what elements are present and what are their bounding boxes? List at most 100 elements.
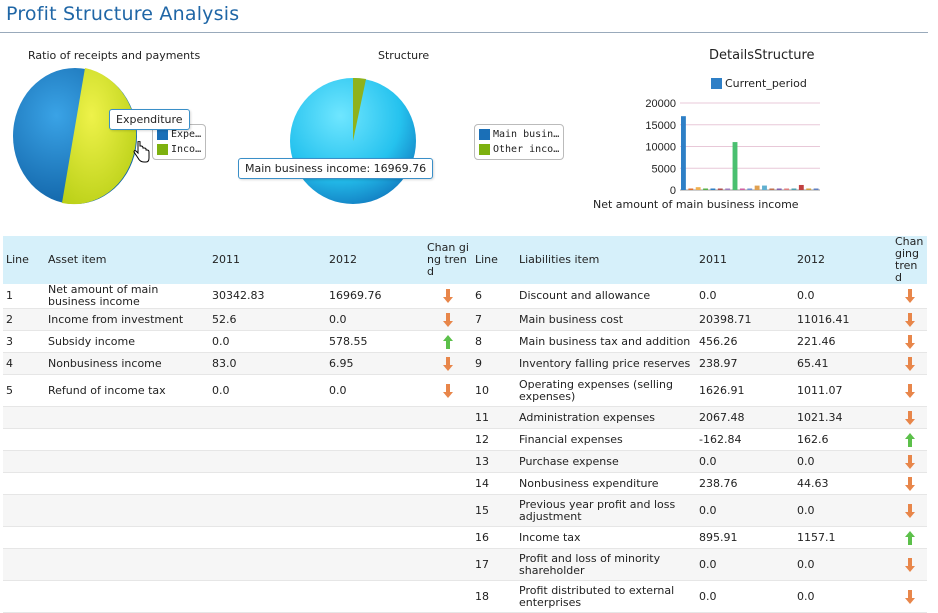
table-row[interactable]: 4 Nonbusiness income 83.0 6.95 9 Inventory fa… (3, 352, 927, 375)
table-row[interactable]: 18 Profit distributed to external enterpr… (3, 580, 927, 613)
col-2011[interactable]: 2011 (209, 236, 326, 284)
table-row[interactable]: 2 Income from investment 52.6 0.0 7 Main busi… (3, 308, 927, 331)
trend-cell (892, 330, 927, 353)
bar[interactable] (798, 184, 804, 190)
bar[interactable] (791, 188, 797, 191)
bar[interactable] (769, 188, 775, 191)
legend-label[interactable]: Main busin… (493, 129, 560, 140)
liabilities-item-cell: Income tax (516, 526, 696, 549)
expenditure-swatch (157, 129, 168, 140)
trend-up-icon (443, 334, 453, 349)
col-liabilities-item[interactable]: Liabilities item (516, 236, 696, 284)
trend-cell (424, 352, 472, 375)
value-2012-cell: 1157.1 (794, 526, 892, 549)
legend-label[interactable]: Expe… (171, 129, 202, 140)
asset-item-cell (45, 406, 209, 429)
trend-cell (892, 472, 927, 495)
bar[interactable] (710, 188, 716, 191)
value-2012-cell: 44.63 (794, 472, 892, 495)
value-2011-cell: 0.0 (209, 374, 326, 407)
bar[interactable] (681, 116, 686, 190)
col-trend-2[interactable]: Chan ging trend (892, 236, 927, 284)
y-tick-label: 0 (670, 185, 676, 197)
value-2012-cell: 0.0 (326, 374, 424, 407)
trend-cell (892, 428, 927, 451)
liabilities-item-cell: Administration expenses (516, 406, 696, 429)
bar-legend[interactable]: Current_period (711, 77, 807, 90)
bar[interactable] (717, 188, 723, 191)
col-2012[interactable]: 2012 (326, 236, 424, 284)
bar[interactable] (784, 188, 790, 191)
col-asset-item[interactable]: Asset item (45, 236, 209, 284)
col-trend[interactable]: Chan ging trend (424, 236, 472, 284)
structure-pie-chart[interactable] (288, 76, 418, 206)
trend-cell (424, 548, 472, 581)
trend-cell (424, 308, 472, 331)
value-2012-cell: 0.0 (794, 450, 892, 473)
trend-cell (424, 450, 472, 473)
trend-cell (892, 526, 927, 549)
col-2011-liab[interactable]: 2011 (696, 236, 794, 284)
table-row[interactable]: 1 Net amount of main business income 30342… (3, 284, 927, 309)
value-2011-cell: 238.97 (696, 352, 794, 375)
bar[interactable] (732, 142, 738, 190)
value-2011-cell: 0.0 (696, 580, 794, 613)
line-cell: 17 (472, 548, 516, 581)
bar[interactable] (747, 188, 753, 191)
table-row[interactable]: 15 Previous year profit and loss adjustme… (3, 494, 927, 527)
value-2011-cell (209, 494, 326, 527)
value-2012-cell: 0.0 (794, 548, 892, 581)
other-income-slice[interactable] (353, 77, 366, 141)
legend-label[interactable]: Other inco… (493, 144, 560, 155)
asset-item-cell (45, 526, 209, 549)
bar[interactable] (725, 188, 731, 191)
liabilities-item-cell: Operating expenses (selling expenses) (516, 374, 696, 407)
value-2012-cell: 0.0 (326, 308, 424, 331)
value-2012-cell (326, 548, 424, 581)
line-cell: 5 (3, 374, 45, 407)
y-tick-label: 20000 (645, 98, 676, 110)
table-row[interactable]: 3 Subsidy income 0.0 578.55 8 Main business t… (3, 330, 927, 353)
col-line[interactable]: Line (3, 236, 45, 284)
bar[interactable] (703, 188, 708, 191)
bar[interactable] (762, 185, 767, 190)
bar[interactable] (695, 187, 701, 190)
table-row[interactable]: 5 Refund of income tax 0.0 0.0 10 Operating e… (3, 374, 927, 407)
table-row[interactable]: 13 Purchase expense 0.0 0.0 (3, 450, 927, 473)
liabilities-item-cell: Nonbusiness expenditure (516, 472, 696, 495)
legend-label[interactable]: Inco… (171, 144, 202, 155)
table-row[interactable]: 11 Administration expenses 2067.48 1021.34 (3, 406, 927, 429)
table-row[interactable]: 17 Profit and loss of minority shareholde… (3, 548, 927, 581)
table-row[interactable]: 12 Financial expenses -162.84 162.6 (3, 428, 927, 451)
asset-item-cell (45, 472, 209, 495)
liabilities-item-cell: Previous year profit and loss adjustment (516, 494, 696, 527)
ratio-pie-chart[interactable] (10, 62, 145, 207)
details-bar-chart[interactable]: 20000 15000 10000 5000 0 (640, 95, 830, 200)
bar[interactable] (754, 185, 760, 190)
trend-down-icon (904, 356, 915, 371)
bar[interactable] (806, 188, 812, 191)
table-row[interactable]: 14 Nonbusiness expenditure 238.76 44.63 (3, 472, 927, 495)
value-2011-cell: 0.0 (696, 284, 794, 309)
trend-down-icon (904, 410, 915, 425)
value-2012-cell: 1021.34 (794, 406, 892, 429)
income-slice[interactable] (62, 68, 137, 205)
bar[interactable] (813, 188, 819, 191)
value-2011-cell: 52.6 (209, 308, 326, 331)
trend-cell (892, 308, 927, 331)
value-2012-cell (326, 406, 424, 429)
trend-down-icon (904, 334, 915, 349)
col-line-2[interactable]: Line (472, 236, 516, 284)
bar[interactable] (776, 188, 782, 191)
trend-cell (424, 494, 472, 527)
line-cell (3, 472, 45, 495)
bar[interactable] (688, 188, 694, 191)
value-2011-cell (209, 472, 326, 495)
line-cell (3, 526, 45, 549)
col-2012-liab[interactable]: 2012 (794, 236, 892, 284)
value-2011-cell: 0.0 (696, 548, 794, 581)
bar[interactable] (739, 188, 745, 191)
table-row[interactable]: 16 Income tax 895.91 1157.1 (3, 526, 927, 549)
trend-cell (892, 450, 927, 473)
bar-chart-title: DetailsStructure (709, 48, 815, 63)
